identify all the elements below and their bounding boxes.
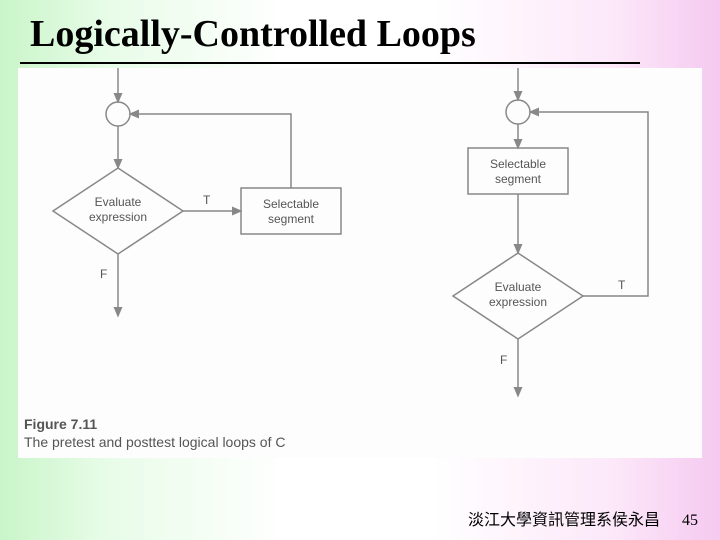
- diamond-text2: expression: [489, 295, 547, 309]
- diagram-area: Evaluate expression T Selectable segment…: [18, 68, 702, 458]
- page-number: 45: [682, 512, 698, 530]
- true-label: T: [618, 278, 626, 292]
- box-text2: segment: [268, 212, 315, 226]
- pretest-loop: Evaluate expression T Selectable segment…: [53, 68, 341, 316]
- true-label: T: [203, 193, 211, 207]
- box-text1: Selectable: [490, 157, 546, 171]
- false-label: F: [500, 353, 507, 367]
- process-box-icon: [468, 148, 568, 194]
- box-text1: Selectable: [263, 197, 319, 211]
- footer-text: 淡江大學資訊管理系侯永昌: [468, 506, 660, 530]
- diamond-text1: Evaluate: [95, 195, 142, 209]
- false-label: F: [100, 267, 107, 281]
- figure-caption: The pretest and posttest logical loops o…: [24, 434, 285, 452]
- figure-number: Figure 7.11: [24, 416, 97, 434]
- slide-title: Logically-Controlled Loops: [30, 12, 476, 56]
- diamond-text1: Evaluate: [495, 280, 542, 294]
- process-box-icon: [241, 188, 341, 234]
- diamond-text2: expression: [89, 210, 147, 224]
- slide: Logically-Controlled Loops Evaluate expr…: [0, 0, 720, 540]
- merge-node-icon: [506, 100, 530, 124]
- box-text2: segment: [495, 172, 542, 186]
- title-underline: [20, 62, 640, 64]
- flowcharts-svg: Evaluate expression T Selectable segment…: [18, 68, 702, 458]
- merge-node-icon: [106, 102, 130, 126]
- posttest-loop: Selectable segment Evaluate expression T…: [453, 68, 648, 396]
